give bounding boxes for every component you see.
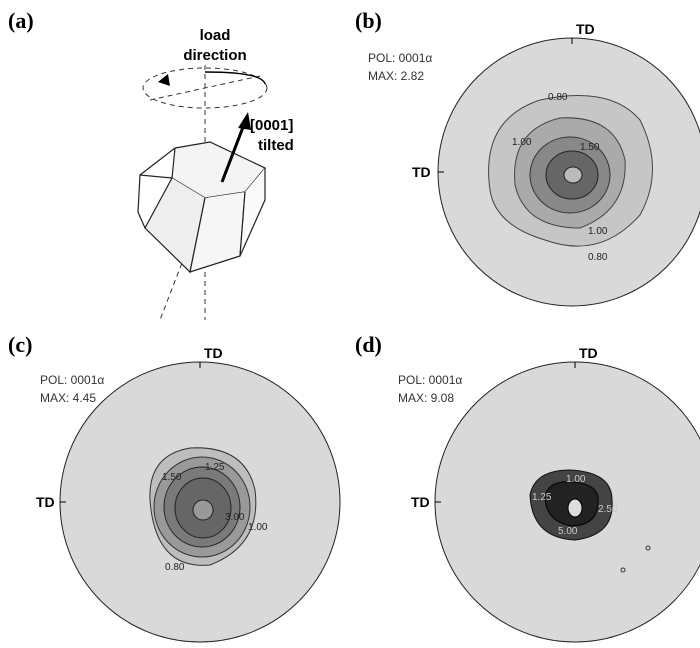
contour-label: 0.80 xyxy=(588,252,608,263)
prism-face xyxy=(239,168,266,257)
contour xyxy=(620,567,626,573)
axis-line xyxy=(159,254,186,321)
arrowhead xyxy=(158,74,170,86)
contour-label: 1.00 xyxy=(248,522,268,533)
contour xyxy=(645,545,651,551)
td-label: TD xyxy=(579,345,598,361)
contour-label: 1.50 xyxy=(580,142,600,153)
td-label: TD xyxy=(576,21,595,37)
panel-label: (b) xyxy=(355,8,382,33)
max-info: MAX: 9.08 xyxy=(398,391,454,405)
annotation: tilted xyxy=(258,137,294,154)
contour-label: 1.50 xyxy=(162,472,182,483)
contour-label: 5.00 xyxy=(558,526,578,537)
contour-label: 1.00 xyxy=(588,226,608,237)
contour-label: 1.00 xyxy=(512,137,532,148)
c-axis-arrow xyxy=(220,121,247,183)
rotation-ellipse xyxy=(142,67,268,109)
td-label: TD xyxy=(412,164,431,180)
contour-label: 1.00 xyxy=(566,474,586,485)
max-info: MAX: 4.45 xyxy=(40,391,96,405)
contour xyxy=(192,499,214,521)
contour-label: 0.80 xyxy=(548,92,568,103)
pole-info: POL: 0001α xyxy=(398,373,462,387)
rotation-arrow xyxy=(204,71,266,85)
contour-label: 0.80 xyxy=(165,562,185,573)
annotation: load xyxy=(200,27,231,44)
pole-info: POL: 0001α xyxy=(40,373,104,387)
contour xyxy=(567,498,583,518)
panel-c: (c) TD TD POL: 0001α MAX: 4.45 1.50 1.25… xyxy=(8,332,341,643)
annotation: direction xyxy=(183,47,246,64)
panel-label: (c) xyxy=(8,332,32,357)
max-info: MAX: 2.82 xyxy=(368,69,424,83)
panel-label: (a) xyxy=(8,8,34,33)
contour xyxy=(563,166,583,184)
panel-label: (d) xyxy=(355,332,382,357)
contour-label: 1.25 xyxy=(532,492,552,503)
panel-d: (d) TD TD POL: 0001α MAX: 9.08 1.25 1.00… xyxy=(355,332,700,643)
td-label: TD xyxy=(411,494,430,510)
contour-label: 1.25 xyxy=(205,462,225,473)
td-label: TD xyxy=(204,345,223,361)
prism-edge xyxy=(137,174,173,229)
td-label: TD xyxy=(36,494,55,510)
panel-b: (b) TD TD POL: 0001α MAX: 2.82 0.80 1.00… xyxy=(355,8,700,307)
arrowhead xyxy=(238,112,251,130)
contour-label: 3.00 xyxy=(225,512,245,523)
axis-line xyxy=(149,75,261,101)
pole-info: POL: 0001α xyxy=(368,51,432,65)
annotation: [0001] xyxy=(250,117,293,134)
panel-a: (a) load direction [0001] tilted xyxy=(8,8,294,321)
prism-edge xyxy=(139,147,176,176)
contour-label: 2.50 xyxy=(598,504,618,515)
